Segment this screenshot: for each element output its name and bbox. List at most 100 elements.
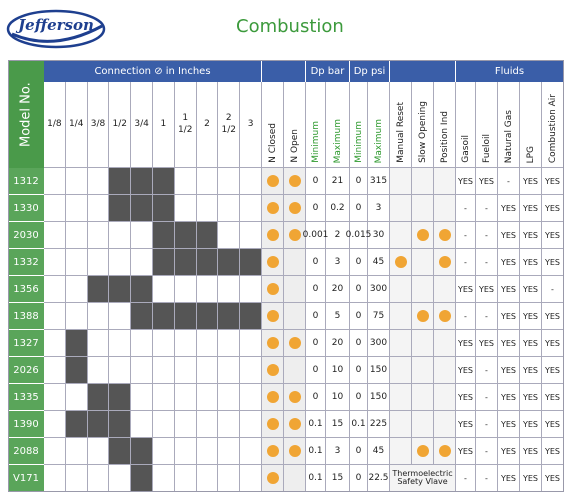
size-empty xyxy=(65,465,88,492)
fluid-cell-text: YES xyxy=(522,338,539,348)
size-empty xyxy=(44,168,66,195)
fluid-cell: YES xyxy=(520,384,542,411)
dot xyxy=(438,256,451,268)
fluid-cell: YES xyxy=(520,222,542,249)
fluid-cell: YES xyxy=(456,276,476,303)
feature-cell xyxy=(434,303,456,330)
size-filled xyxy=(174,249,197,276)
dp-cell: 0 xyxy=(306,303,326,330)
dp-cell: 0 xyxy=(350,438,368,465)
size-empty xyxy=(196,168,219,195)
model-cell: 1335 xyxy=(8,384,44,411)
fluid-cell-text: - xyxy=(485,257,488,267)
size-empty xyxy=(44,384,66,411)
size-empty xyxy=(87,249,110,276)
dot xyxy=(266,445,279,457)
fluid-cell: YES xyxy=(456,168,476,195)
fluid-cell-text: YES xyxy=(544,392,561,402)
size-filled xyxy=(131,168,153,195)
fluid-cell-text: YES xyxy=(500,473,517,483)
fluid-cell: YES xyxy=(542,303,564,330)
dp-cell: 15 xyxy=(326,465,350,492)
dp-cell: 20 xyxy=(326,276,350,303)
fluid-cell: - xyxy=(476,222,498,249)
dot xyxy=(266,391,279,403)
size-empty xyxy=(174,195,197,222)
fluid-cell-text: YES xyxy=(522,203,539,213)
feature-cell xyxy=(412,357,434,384)
size-empty xyxy=(44,438,66,465)
dp-cell: 0 xyxy=(350,276,368,303)
fluid-cell-text: - xyxy=(485,203,488,213)
dp-cell-text: 150 xyxy=(369,365,388,375)
size-empty xyxy=(44,411,66,438)
fluid-cell: YES xyxy=(520,249,542,276)
size-empty xyxy=(240,465,262,492)
feature-header-text: Slow Opening xyxy=(417,101,428,163)
fluid-cell-text: YES xyxy=(544,257,561,267)
state-cell xyxy=(262,276,284,303)
size-filled xyxy=(153,195,175,222)
dp-cell: 150 xyxy=(368,384,390,411)
dp-cell-text: 0.1 xyxy=(308,419,323,429)
feature-cell xyxy=(434,411,456,438)
size-empty xyxy=(131,222,153,249)
size-empty xyxy=(109,222,132,249)
fluid-header-text: Combustion Air xyxy=(547,93,558,163)
dp-cell-text: 3 xyxy=(334,257,341,267)
fluid-cell: YES xyxy=(456,411,476,438)
group-header: Dp bar xyxy=(306,60,350,82)
fluid-cell: - xyxy=(476,303,498,330)
feature-cell xyxy=(390,249,412,276)
size-empty xyxy=(174,438,197,465)
dp-cell-text: 225 xyxy=(369,419,388,429)
dp-cell-text: 0.015 xyxy=(345,230,372,240)
dp-cell-text: 0.1 xyxy=(308,473,323,483)
dot xyxy=(266,229,279,241)
size-filled xyxy=(109,438,132,465)
size-empty xyxy=(218,465,241,492)
group-header-text: Fluids xyxy=(494,65,525,77)
dot xyxy=(288,175,301,187)
size-header-text: 1/4 xyxy=(68,118,84,129)
fluid-header-text: Natural Gas xyxy=(503,109,514,163)
feature-header: Position Ind xyxy=(434,82,456,168)
feature-cell xyxy=(390,411,412,438)
fluid-cell-text: YES xyxy=(457,284,474,294)
size-empty xyxy=(218,438,241,465)
size-empty xyxy=(196,195,219,222)
group-header-text: Dp psi xyxy=(353,65,386,77)
dot xyxy=(266,418,279,430)
size-header: 2 1/2 xyxy=(218,82,241,168)
dp-header: Minimum xyxy=(350,82,368,168)
size-empty xyxy=(109,303,132,330)
dp-cell: 0 xyxy=(306,357,326,384)
fluid-cell-text: YES xyxy=(522,473,539,483)
dot xyxy=(416,229,429,241)
model-cell-text: 2088 xyxy=(13,445,39,457)
size-filled xyxy=(131,438,153,465)
fluid-cell-text: YES xyxy=(457,419,474,429)
dp-cell: 2 xyxy=(326,222,350,249)
dot xyxy=(266,283,279,295)
fluid-cell-text: - xyxy=(464,203,467,213)
size-filled xyxy=(240,303,262,330)
state-header-text: N Open xyxy=(289,129,300,163)
dp-cell-text: 0 xyxy=(355,446,362,456)
size-empty xyxy=(196,330,219,357)
fluid-cell-text: - xyxy=(507,176,510,186)
feature-cell xyxy=(390,168,412,195)
size-empty xyxy=(87,438,110,465)
dot xyxy=(266,472,279,484)
fluid-cell: YES xyxy=(456,330,476,357)
dp-cell: 75 xyxy=(368,303,390,330)
fluid-cell: - xyxy=(476,438,498,465)
size-empty xyxy=(65,168,88,195)
dp-cell-text: 22.5 xyxy=(368,473,389,483)
fluid-header: LPG xyxy=(520,82,542,168)
dp-cell: 300 xyxy=(368,276,390,303)
size-empty xyxy=(174,357,197,384)
fluid-cell: YES xyxy=(520,411,542,438)
dp-cell: 0 xyxy=(306,249,326,276)
size-empty xyxy=(65,384,88,411)
